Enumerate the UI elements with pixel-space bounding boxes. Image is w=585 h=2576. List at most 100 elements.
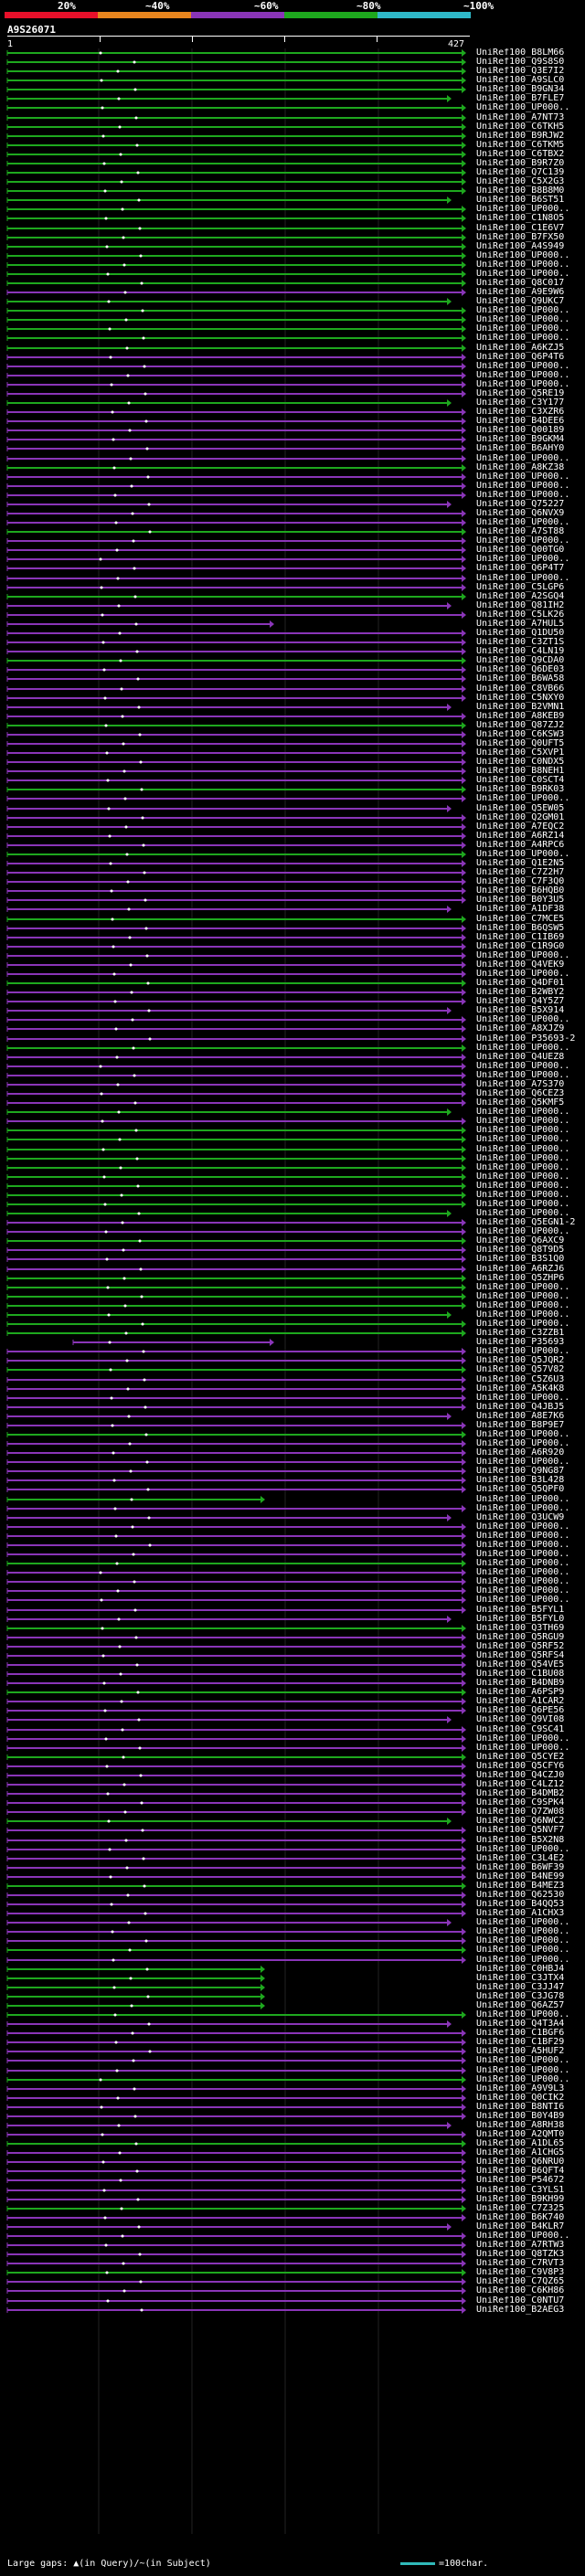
hit-label[interactable]: UniRef100_B9RK03 xyxy=(476,785,565,794)
hit-label[interactable]: UniRef100_C4LZ12 xyxy=(476,1780,565,1789)
hit-label[interactable]: UniRef100_Q6DE03 xyxy=(476,665,565,674)
hit-label[interactable]: UniRef100_A7NT73 xyxy=(476,113,565,122)
hit-label[interactable]: UniRef100_UP000.. xyxy=(476,1595,570,1605)
hit-label[interactable]: UniRef100_UP000.. xyxy=(476,2231,570,2241)
hit-label[interactable]: UniRef100_UP000.. xyxy=(476,491,570,500)
hit-label[interactable]: UniRef100_A6PSP9 xyxy=(476,1688,565,1697)
hit-label[interactable]: UniRef100_C0HBJ4 xyxy=(476,1965,565,1974)
hit-label[interactable]: UniRef100_A2QMT0 xyxy=(476,2130,565,2139)
hit-label[interactable]: UniRef100_UP000.. xyxy=(476,334,570,343)
hit-label[interactable]: UniRef100_UP000.. xyxy=(476,472,570,482)
hit-label[interactable]: UniRef100_C5LK26 xyxy=(476,610,565,620)
hit-label[interactable]: UniRef100_Q5CFY6 xyxy=(476,1762,565,1771)
hit-label[interactable]: UniRef100_Q9VI08 xyxy=(476,1715,565,1724)
hit-label[interactable]: UniRef100_Q5EGN1-2 xyxy=(476,1218,576,1227)
hit-label[interactable]: UniRef100_B6K740 xyxy=(476,2213,565,2222)
hit-label[interactable]: UniRef100_Q5RGU9 xyxy=(476,1633,565,1642)
hit-label[interactable]: UniRef100_UP000.. xyxy=(476,362,570,371)
hit-label[interactable]: UniRef100_Q6NVX9 xyxy=(476,509,565,518)
hit-label[interactable]: UniRef100_UP000.. xyxy=(476,2010,570,2019)
hit-label[interactable]: UniRef100_A7EQC2 xyxy=(476,822,565,832)
hit-label[interactable]: UniRef100_A1CHX3 xyxy=(476,1909,565,1918)
hit-label[interactable]: UniRef100_Q2GM01 xyxy=(476,813,565,822)
hit-label[interactable]: UniRef100_UP000.. xyxy=(476,260,570,270)
hit-label[interactable]: UniRef100_C9SPK4 xyxy=(476,1798,565,1807)
hit-label[interactable]: UniRef100_UP000.. xyxy=(476,2075,570,2084)
hit-label[interactable]: UniRef100_A9V9L3 xyxy=(476,2084,565,2094)
hit-label[interactable]: UniRef100_C0NDX5 xyxy=(476,758,565,767)
hit-label[interactable]: UniRef100_B6ST51 xyxy=(476,196,565,205)
hit-label[interactable]: UniRef100_C6TKH5 xyxy=(476,122,565,132)
hit-label[interactable]: UniRef100_Q4CZJ0 xyxy=(476,1771,565,1780)
hit-label[interactable]: UniRef100_Q57V82 xyxy=(476,1365,565,1374)
hit-label[interactable]: UniRef100_B2VMN1 xyxy=(476,703,565,712)
hit-label[interactable]: UniRef100_UP000.. xyxy=(476,1918,570,1927)
hit-label[interactable]: UniRef100_C9V8P3 xyxy=(476,2268,565,2277)
hit-label[interactable]: UniRef100_Q7C139 xyxy=(476,168,565,177)
hit-label[interactable]: UniRef100_B4DMB2 xyxy=(476,1789,565,1798)
hit-label[interactable]: UniRef100_UP000.. xyxy=(476,482,570,491)
hit-label[interactable]: UniRef100_A1DF38 xyxy=(476,905,565,914)
hit-label[interactable]: UniRef100_B8NTI6 xyxy=(476,2103,565,2112)
hit-label[interactable]: UniRef100_Q9UKC7 xyxy=(476,297,565,306)
hit-label[interactable]: UniRef100_UP000.. xyxy=(476,1734,570,1744)
hit-label[interactable]: UniRef100_UP000.. xyxy=(476,1568,570,1577)
hit-label[interactable]: UniRef100_Q00189 xyxy=(476,426,565,435)
hit-label[interactable]: UniRef100_B8NEH1 xyxy=(476,767,565,776)
hit-label[interactable]: UniRef100_C3ZT1S xyxy=(476,638,565,647)
hit-label[interactable]: UniRef100_UP000.. xyxy=(476,1301,570,1310)
hit-label[interactable]: UniRef100_C8VB66 xyxy=(476,684,565,694)
hit-label[interactable]: UniRef100_C1E6V7 xyxy=(476,224,565,233)
hit-label[interactable]: UniRef100_UP000.. xyxy=(476,371,570,380)
hit-label[interactable]: UniRef100_UP000.. xyxy=(476,970,570,979)
hit-label[interactable]: UniRef100_C6TBX2 xyxy=(476,150,565,159)
hit-label[interactable]: UniRef100_Q1E2N5 xyxy=(476,859,565,868)
hit-label[interactable]: UniRef100_C7MCE5 xyxy=(476,915,565,924)
hit-label[interactable]: UniRef100_UP000.. xyxy=(476,1430,570,1439)
hit-label[interactable]: UniRef100_B5X914 xyxy=(476,1006,565,1015)
hit-label[interactable]: UniRef100_UP000.. xyxy=(476,951,570,960)
hit-label[interactable]: UniRef100_C7F3Q0 xyxy=(476,877,565,886)
hit-label[interactable]: UniRef100_B4MEZ3 xyxy=(476,1882,565,1891)
hit-label[interactable]: UniRef100_C3ZZB1 xyxy=(476,1329,565,1338)
hit-label[interactable]: UniRef100_UP000.. xyxy=(476,2056,570,2065)
hit-label[interactable]: UniRef100_B9GKM4 xyxy=(476,435,565,444)
hit-label[interactable]: UniRef100_Q6NRU0 xyxy=(476,2157,565,2167)
hit-label[interactable]: UniRef100_C3JJ47 xyxy=(476,1983,565,1992)
hit-label[interactable]: UniRef100_B4DNB9 xyxy=(476,1679,565,1688)
hit-label[interactable]: UniRef100_UP000.. xyxy=(476,1577,570,1586)
hit-label[interactable]: UniRef100_UP000.. xyxy=(476,1163,570,1172)
hit-label[interactable]: UniRef100_B3L428 xyxy=(476,1476,565,1485)
hit-label[interactable]: UniRef100_Q3E7I2 xyxy=(476,67,565,76)
hit-label[interactable]: UniRef100_C6KH86 xyxy=(476,2286,565,2295)
hit-label[interactable]: UniRef100_UP000.. xyxy=(476,1927,570,1936)
hit-label[interactable]: UniRef100_UP000.. xyxy=(476,1182,570,1191)
hit-label[interactable]: UniRef100_Q81IH2 xyxy=(476,601,565,610)
hit-label[interactable]: UniRef100_Q5QPF0 xyxy=(476,1485,565,1494)
hit-label[interactable]: UniRef100_A9E9W6 xyxy=(476,288,565,297)
hit-label[interactable]: UniRef100_A4RPC6 xyxy=(476,841,565,850)
hit-label[interactable]: UniRef100_Q4T3A4 xyxy=(476,2019,565,2029)
hit-label[interactable]: UniRef100_UP000.. xyxy=(476,2066,570,2075)
hit-label[interactable]: UniRef100_C5NXY0 xyxy=(476,694,565,703)
hit-label[interactable]: UniRef100_UP000.. xyxy=(476,1209,570,1218)
hit-label[interactable]: UniRef100_Q6P4T6 xyxy=(476,353,565,362)
hit-label[interactable]: UniRef100_B5X2N8 xyxy=(476,1836,565,1845)
hit-label[interactable]: UniRef100_UP000.. xyxy=(476,1292,570,1301)
hit-label[interactable]: UniRef100_B6WF39 xyxy=(476,1863,565,1872)
hit-label[interactable]: UniRef100_C7Z2H7 xyxy=(476,868,565,877)
hit-label[interactable]: UniRef100_C3XZR6 xyxy=(476,408,565,417)
hit-label[interactable]: UniRef100_B9R7Z0 xyxy=(476,159,565,168)
hit-label[interactable]: UniRef100_B0Y3U5 xyxy=(476,896,565,905)
hit-label[interactable]: UniRef100_UP000.. xyxy=(476,555,570,564)
hit-label[interactable]: UniRef100_C3L4E2 xyxy=(476,1854,565,1863)
hit-label[interactable]: UniRef100_A2SGQ4 xyxy=(476,592,565,601)
hit-label[interactable]: UniRef100_Q5ZHP6 xyxy=(476,1274,565,1283)
hit-label[interactable]: UniRef100_A5K4K8 xyxy=(476,1384,565,1394)
hit-label[interactable]: UniRef100_UP000.. xyxy=(476,270,570,279)
hit-label[interactable]: UniRef100_B9GN34 xyxy=(476,85,565,94)
hit-label[interactable]: UniRef100_UP000.. xyxy=(476,1071,570,1080)
hit-label[interactable]: UniRef100_B9KH99 xyxy=(476,2195,565,2204)
hit-label[interactable]: UniRef100_UP000.. xyxy=(476,251,570,260)
hit-label[interactable]: UniRef100_UP000.. xyxy=(476,1283,570,1292)
